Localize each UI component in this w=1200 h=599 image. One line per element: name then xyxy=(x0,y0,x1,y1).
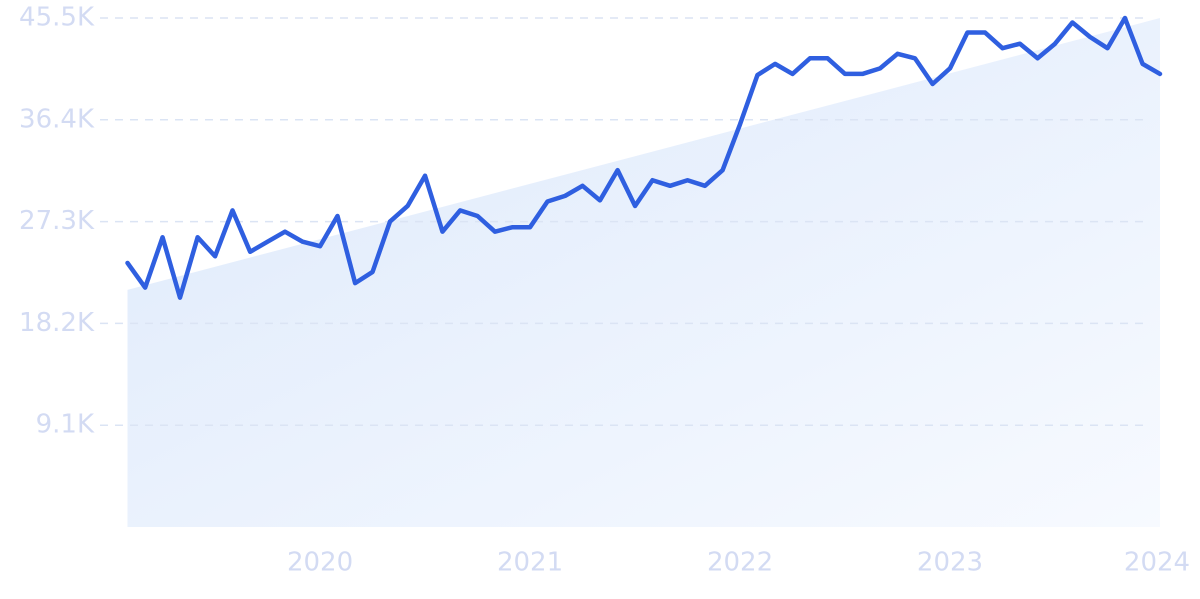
y-tick-label: 27.3K xyxy=(19,206,95,236)
y-tick-label: 9.1K xyxy=(36,410,95,440)
x-tick-label: 2022 xyxy=(707,548,773,578)
x-tick-label: 2024 xyxy=(1124,548,1190,578)
trend-line xyxy=(125,15,1163,300)
x-tick-label: 2020 xyxy=(287,548,353,578)
y-tick-label: 36.4K xyxy=(19,104,95,134)
x-tick-label: 2023 xyxy=(917,548,983,578)
trend-area xyxy=(127,18,1160,527)
x-tick-label: 2021 xyxy=(497,548,563,578)
y-tick-label: 18.2K xyxy=(19,308,95,338)
y-tick-label: 45.5K xyxy=(19,3,95,33)
